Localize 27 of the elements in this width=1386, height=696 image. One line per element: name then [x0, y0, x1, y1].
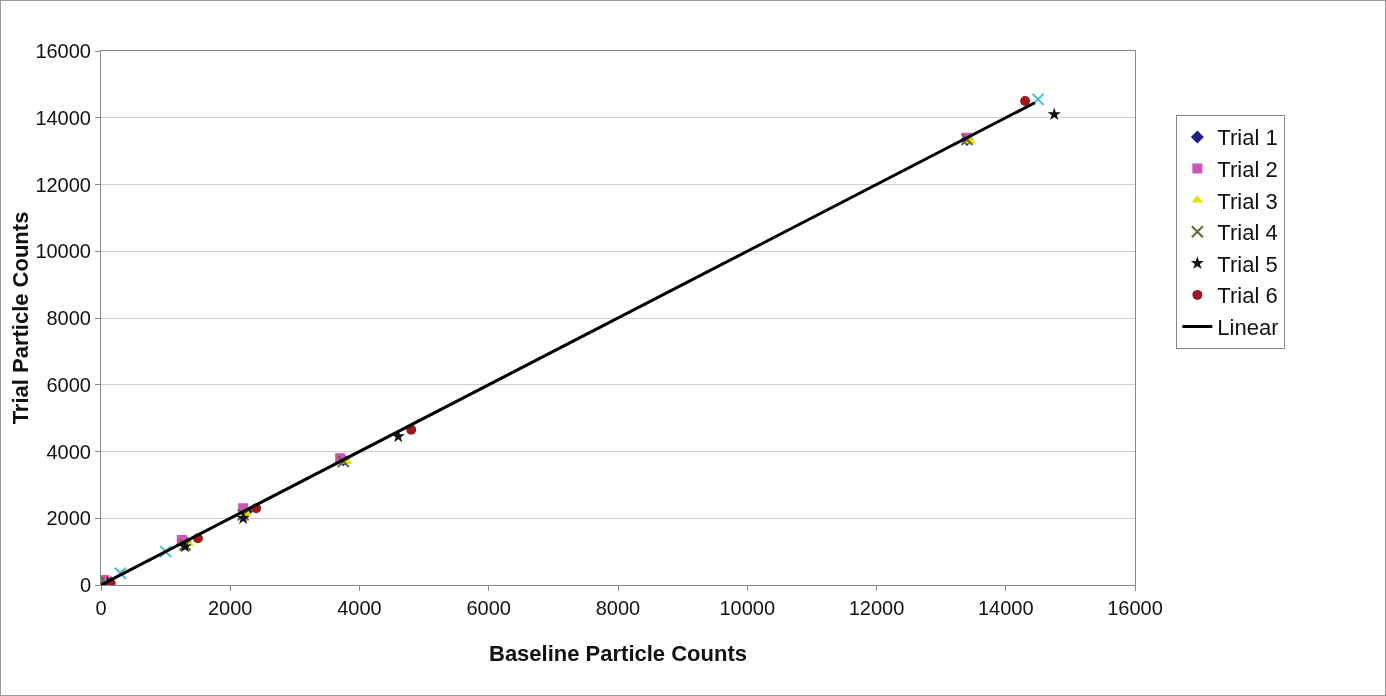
x-tick-label: 8000: [595, 597, 641, 619]
y-tick-label: 10000: [35, 240, 91, 263]
y-tick-label: 0: [79, 574, 91, 596]
y-tick-label: 2000: [46, 507, 91, 530]
y-tick-label: 16000: [35, 40, 91, 62]
x-tick-label: 6000: [466, 597, 511, 619]
x-tick-label: 16000: [1107, 597, 1163, 619]
legend-label: Trial 3: [1217, 188, 1278, 214]
legend-label: Linear: [1217, 315, 1279, 341]
x-tick-label: 2000: [208, 597, 253, 619]
x-tick-label: 10000: [719, 597, 776, 619]
x-tick-label: 4000: [337, 597, 382, 619]
y-tick-label: 6000: [46, 373, 91, 396]
y-tick-label: 12000: [35, 173, 91, 196]
legend-label: Trial 6: [1217, 283, 1278, 309]
legend-label: Trial 5: [1217, 251, 1278, 277]
legend-label: Trial 1: [1217, 125, 1278, 151]
x-axis-title: Baseline Particle Counts: [489, 641, 747, 666]
y-tick-label: 14000: [35, 106, 91, 129]
y-tick-label: 4000: [46, 440, 91, 463]
x-tick-label: 0: [95, 597, 107, 619]
y-tick-label: 8000: [46, 307, 91, 329]
x-tick-label: 12000: [848, 597, 905, 619]
legend-label: Trial 2: [1217, 157, 1278, 183]
y-axis-title: Trial Particle Counts: [8, 211, 34, 425]
legend-label: Trial 4: [1217, 220, 1278, 246]
x-tick-label: 14000: [977, 597, 1034, 619]
